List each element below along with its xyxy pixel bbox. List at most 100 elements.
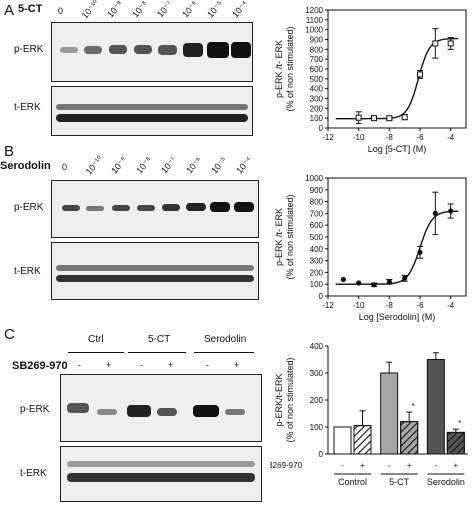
data-point <box>417 71 423 78</box>
panel-b-perk-blot <box>51 180 259 238</box>
panel-c-perk-label: p-ERK <box>20 404 50 415</box>
x-axis-title: Log [Serodolin] (M) <box>359 312 436 322</box>
blot-band <box>109 45 127 54</box>
blot-band <box>183 43 203 57</box>
y-tick-label: 200 <box>310 268 324 277</box>
group-bracket <box>68 352 124 353</box>
sb-sign: + <box>407 461 412 470</box>
sb-sign: + <box>234 360 240 370</box>
significance-star: * <box>412 402 415 411</box>
blot-band <box>231 42 251 58</box>
x-tick-label: -8 <box>386 301 394 310</box>
x-tick-label: -10 <box>353 133 365 142</box>
y-tick-label: 100 <box>310 280 324 289</box>
x-tick-label: -10 <box>353 301 365 310</box>
group-label-serodolin: Serodolin <box>204 334 247 345</box>
y-tick-label: 0 <box>319 292 324 301</box>
blot-band <box>67 473 255 482</box>
y-tick-label: 600 <box>310 221 324 230</box>
x-tick-label: -4 <box>447 133 455 142</box>
panel-c-perk-blot <box>60 374 262 442</box>
y-tick-label: 200 <box>310 104 324 113</box>
data-point <box>371 282 377 288</box>
y-axis-title: (% of non stimulated) <box>285 194 295 279</box>
panel-a-terk-blot <box>51 86 253 136</box>
sb-sign: - <box>341 461 344 470</box>
dose-label: 10⁻⁸ <box>130 0 150 20</box>
dose-label: 10⁻⁵ <box>209 154 229 176</box>
sb-sign: - <box>140 360 143 370</box>
panel-a-perk-blot <box>51 22 253 82</box>
dose-label: 10⁻¹⁰ <box>79 0 102 21</box>
blot-band <box>158 45 177 55</box>
data-point <box>340 276 346 283</box>
y-tick-label: 500 <box>310 233 324 242</box>
blot-band <box>193 405 219 417</box>
bar-hatch <box>446 431 465 455</box>
bar <box>333 426 352 455</box>
panel-a-terk-label: t-ERK <box>14 102 41 113</box>
blot-band <box>186 203 206 211</box>
data-point <box>432 40 439 47</box>
x-tick-label: -12 <box>322 133 334 142</box>
y-tick-label: 600 <box>310 65 324 74</box>
panel-c-terk-blot <box>60 446 262 502</box>
data-point <box>417 249 423 255</box>
data-point <box>402 275 408 281</box>
blot-band <box>56 104 248 110</box>
y-tick-label: 300 <box>310 95 324 104</box>
x-tick-label: -12 <box>322 301 334 310</box>
data-point <box>355 114 362 121</box>
data-point <box>401 114 408 121</box>
group-label: Serodolin <box>427 477 465 487</box>
y-tick-label: 200 <box>310 396 324 405</box>
panel-c-terk-label: t-ERK <box>20 468 47 479</box>
blot-band <box>112 205 130 211</box>
y-axis-title: (% of non stimulated) <box>285 26 295 111</box>
group-label-ctrl: Ctrl <box>88 334 104 345</box>
blot-band <box>162 204 180 211</box>
y-axis-title: p-ERK/t-ERK <box>274 373 284 426</box>
group-bracket <box>128 352 186 353</box>
plot-frame <box>327 9 467 129</box>
data-point <box>371 115 377 122</box>
dose-label: 10⁻¹⁰ <box>83 153 106 177</box>
sb-sign: - <box>78 360 81 370</box>
y-axis-title: (% of non stimulated) <box>285 357 295 442</box>
blot-band <box>56 265 254 271</box>
panel-c-letter: C <box>4 326 15 343</box>
x-axis-title: Log [5-CT] (M) <box>368 144 427 154</box>
sb-sign: + <box>453 461 458 470</box>
sb-label: SB269-970 <box>270 461 303 470</box>
sb-sign: - <box>434 461 437 470</box>
plot-frame <box>327 177 467 297</box>
fit-curve <box>335 37 459 120</box>
dose-label: 0 <box>62 162 68 172</box>
dose-label: 10⁻⁵ <box>205 0 225 20</box>
bar <box>426 359 445 455</box>
bar-hatch <box>400 421 419 455</box>
x-tick-label: -4 <box>447 301 455 310</box>
y-tick-label: 0 <box>319 450 324 459</box>
dose-label: 10⁻⁷ <box>155 0 175 20</box>
blot-band <box>56 275 254 282</box>
data-point <box>386 279 392 285</box>
blot-band <box>84 46 102 54</box>
panel-c-sb-label: SB269-970 <box>12 360 68 372</box>
y-tick-label: 0 <box>319 124 324 133</box>
group-label: Control <box>338 477 367 487</box>
data-point <box>386 115 393 122</box>
y-tick-label: 900 <box>310 186 324 195</box>
y-tick-label: 300 <box>310 369 324 378</box>
y-tick-label: 700 <box>310 55 324 64</box>
dose-label: 10⁻⁹ <box>105 0 125 20</box>
panel-b-letter: B <box>4 143 15 160</box>
y-tick-label: 400 <box>310 342 324 351</box>
dose-label: 10⁻⁶ <box>184 154 204 176</box>
x-tick-label: -6 <box>416 133 424 142</box>
y-tick-label: 700 <box>310 209 324 218</box>
blot-band <box>225 409 245 415</box>
group-label-5ct: 5-CT <box>148 334 171 345</box>
blot-band <box>86 206 104 211</box>
panel-b-perk-label: p-ERK <box>14 202 44 213</box>
